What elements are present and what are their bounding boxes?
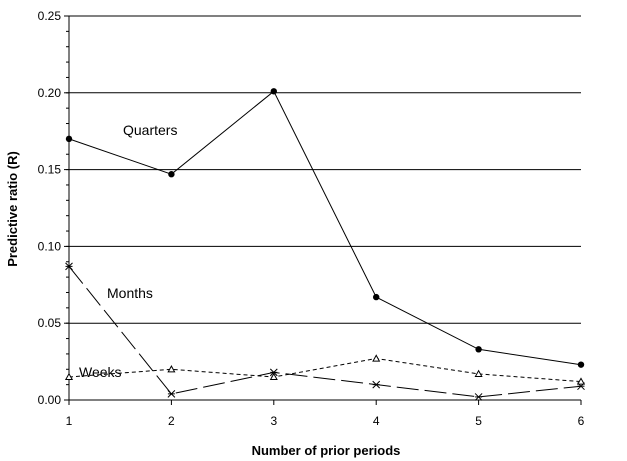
quarters-point-5 (475, 346, 482, 353)
months-point-3 (269, 368, 278, 377)
y-axis-title: Predictive ratio (R) (5, 151, 20, 267)
months-point-4 (372, 380, 381, 389)
y-tick-label: 0.25 (38, 9, 62, 23)
labels-layer: Quarters Months Weeks (79, 122, 177, 380)
months-series-line (68, 266, 582, 398)
x-tick-label: 2 (168, 414, 175, 428)
quarters-point-1 (65, 135, 73, 143)
quarters-point-2 (168, 171, 175, 178)
x-tick-label: 4 (373, 414, 380, 428)
weeks-point-2 (167, 365, 176, 373)
quarters-series-line (68, 90, 582, 366)
weeks-point-6 (576, 377, 586, 385)
x-tick-label: 5 (475, 414, 482, 428)
weeks-series-line (68, 357, 582, 383)
y-tick-label: 0.05 (38, 316, 62, 330)
x-axis-title: Number of prior periods (252, 443, 401, 458)
gridlines (69, 15, 581, 324)
quarters-series-label: Quarters (123, 122, 177, 138)
y-tick-label: 0.20 (38, 86, 62, 100)
months-point-1 (65, 262, 73, 271)
weeks-series-label: Weeks (79, 364, 122, 380)
quarters-point-6 (577, 361, 585, 368)
y-tick-label: 0.10 (38, 239, 62, 253)
weeks-point-4 (372, 354, 381, 362)
weeks-point-5 (474, 369, 483, 377)
series-layer (64, 88, 586, 401)
months-point-5 (474, 393, 483, 401)
weeks-point-3 (269, 372, 278, 381)
x-tick-label: 3 (270, 414, 277, 428)
weeks-point-1 (64, 372, 74, 381)
axes: 0.00 0.05 0.10 0.15 0.20 0.25 1 2 3 4 5 6 (38, 9, 585, 428)
months-series-label: Months (107, 285, 153, 301)
y-tick-label: 0.00 (38, 393, 62, 407)
x-tick-label: 6 (578, 414, 585, 428)
quarters-point-4 (373, 293, 380, 301)
x-tick-label: 1 (66, 414, 73, 428)
quarters-point-3 (270, 88, 277, 95)
y-tick-label: 0.15 (38, 163, 62, 177)
months-point-2 (167, 390, 176, 398)
